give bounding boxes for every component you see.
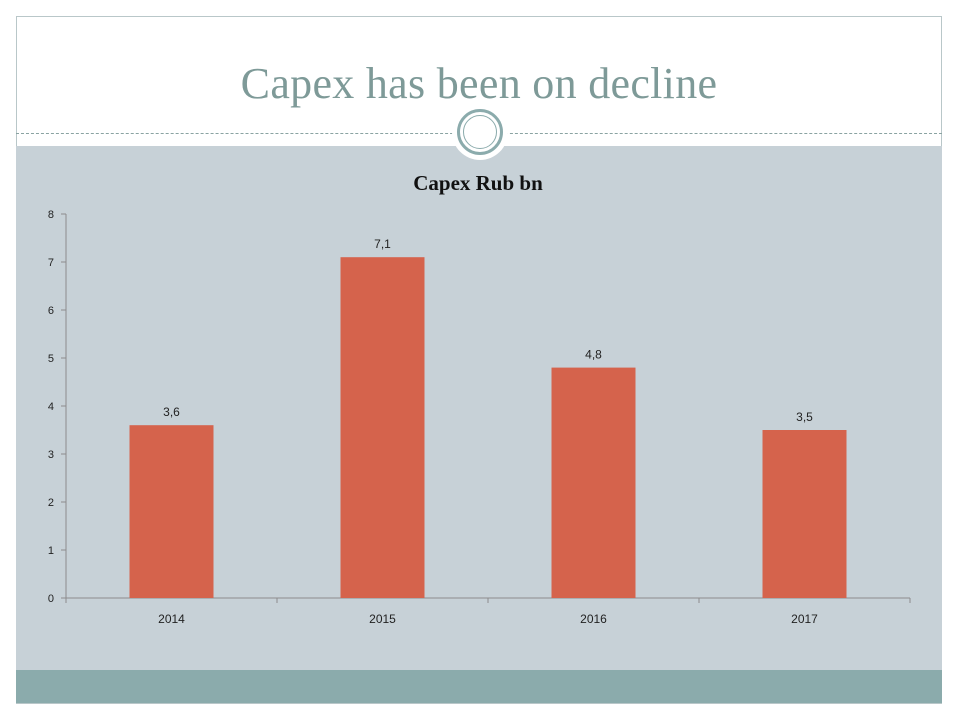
x-tick-label: 2016 (580, 612, 607, 626)
y-tick-label: 2 (48, 497, 54, 509)
chart-title: Capex Rub bn (413, 171, 543, 195)
bar-2017 (762, 430, 847, 598)
data-label: 3,5 (796, 410, 813, 424)
bar-2015 (340, 257, 425, 598)
data-label: 4,8 (585, 348, 602, 362)
circle-ornament-icon (452, 104, 508, 160)
footer-band (16, 670, 942, 703)
y-tick-label: 4 (48, 401, 54, 413)
y-tick-label: 5 (48, 353, 54, 365)
bar-2016 (551, 367, 636, 598)
y-tick-label: 3 (48, 449, 54, 461)
y-tick-label: 8 (48, 209, 54, 221)
data-label: 3,6 (163, 405, 180, 419)
x-tick-label: 2015 (369, 612, 396, 626)
y-tick-label: 7 (48, 257, 54, 269)
slide-title: Capex has been on decline (240, 59, 718, 108)
x-tick-label: 2017 (791, 612, 818, 626)
title-area: Capex has been on decline (16, 16, 942, 134)
bar-2014 (129, 425, 214, 598)
data-label: 7,1 (374, 237, 391, 251)
x-tick-label: 2014 (158, 612, 185, 626)
y-tick-label: 1 (48, 545, 54, 557)
y-tick-label: 0 (48, 593, 54, 605)
chart-plot-area: 0 1 2 3 4 5 6 7 8 3,6 2014 7,1 2015 4,8 2016 3,5 2017 (48, 209, 911, 626)
y-tick-label: 6 (48, 305, 54, 317)
